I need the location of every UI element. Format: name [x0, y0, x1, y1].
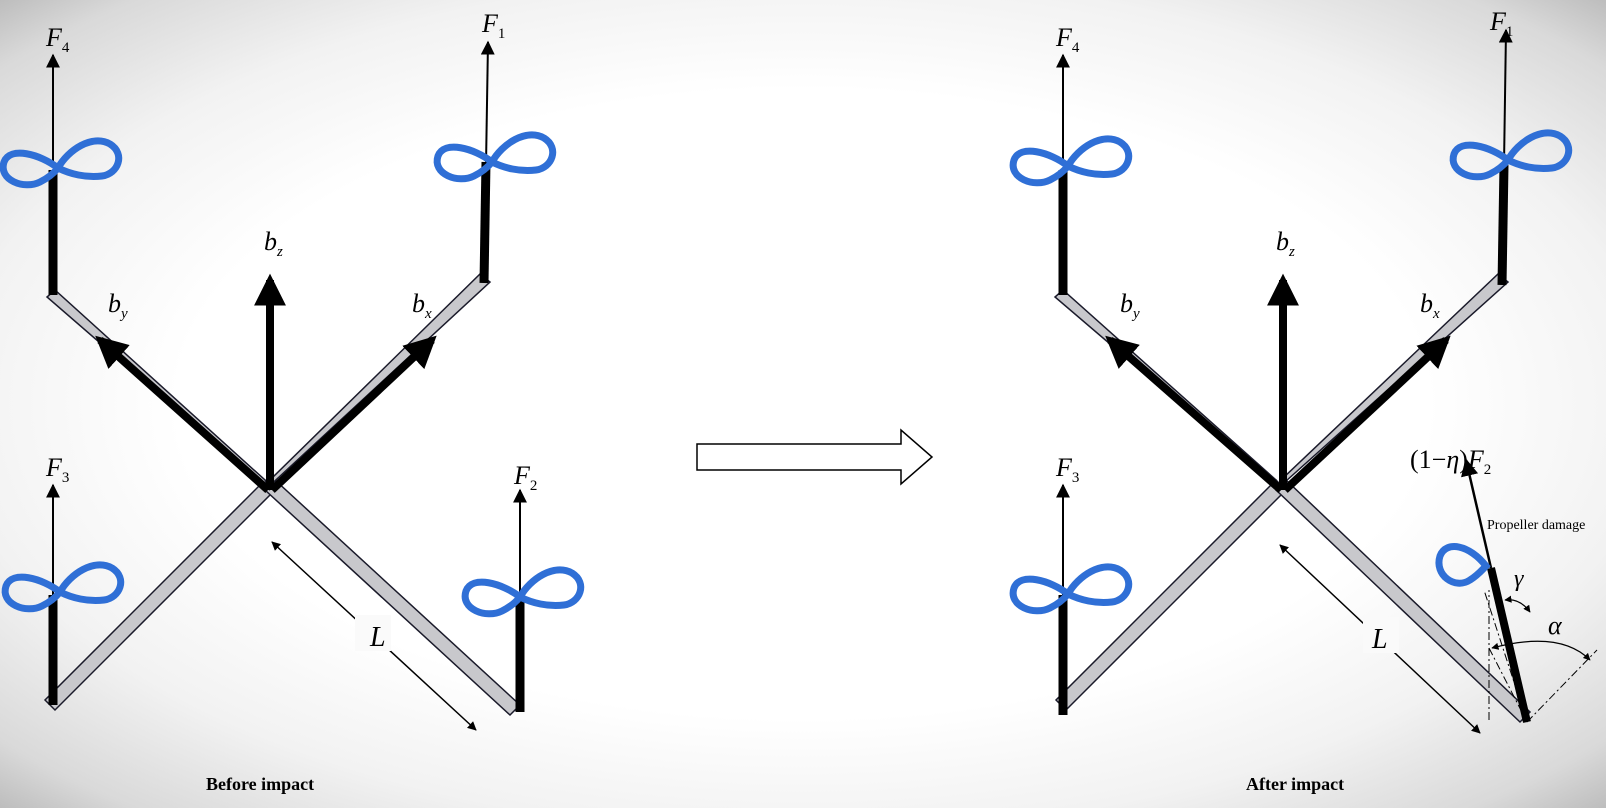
label-bz-after: bz: [1276, 227, 1295, 260]
propeller-4-after: [1009, 135, 1133, 187]
propeller-1: [433, 131, 557, 183]
arm-rear-right-after: [1274, 478, 1532, 724]
propeller-blade-left: [461, 578, 524, 618]
axis-bx-arrow: [269, 335, 437, 493]
thrust-arrow-f1: [480, 40, 495, 166]
propeller-blade-right: [56, 561, 125, 604]
propeller-blade-left: [1449, 141, 1512, 181]
label-length-after: L: [1371, 624, 1388, 655]
propeller-blade-left: [1009, 147, 1072, 187]
propeller-3-after: [1009, 563, 1133, 615]
label-by-after: by: [1120, 289, 1140, 322]
mast-1: [479, 161, 491, 284]
propeller-blade-right: [1064, 563, 1133, 606]
label-f3: F3: [45, 453, 69, 486]
arm-rear-left: [43, 478, 277, 712]
propeller-blade-right: [1504, 129, 1573, 172]
propeller-blade-right: [516, 566, 585, 609]
axis-by-arrow: [95, 335, 271, 493]
arm-rear-right: [263, 478, 522, 717]
propeller-blade-left: [433, 143, 496, 183]
axis-bx-arrow-after: [1282, 335, 1451, 493]
label-bx-after: bx: [1420, 289, 1440, 322]
caption-after: After impact: [1246, 774, 1344, 794]
propeller-blade-left: [1, 573, 64, 613]
label-f1-after: F1: [1489, 7, 1513, 40]
propeller-4: [0, 137, 123, 189]
label-f2: F2: [513, 461, 537, 494]
label-f4-after: F4: [1055, 23, 1080, 56]
propeller-blade-left: [1009, 575, 1072, 615]
quadrotor-after: [1009, 28, 1598, 734]
arm-rear-left-after: [1054, 478, 1288, 712]
alpha-arc: [1491, 640, 1591, 661]
label-propeller-damage: Propeller damage: [1487, 518, 1585, 533]
propeller-2-damaged: [1435, 543, 1491, 587]
propeller-blade-right: [54, 137, 123, 180]
transition-arrow: [696, 428, 934, 486]
quadrotor-before: [0, 40, 585, 731]
label-f3-after: F3: [1055, 453, 1079, 486]
arm-front-right: [264, 272, 492, 491]
label-bz: bz: [264, 227, 283, 260]
propeller-2: [461, 566, 585, 618]
propeller-1-after: [1449, 129, 1573, 181]
propeller-blade-right: [1064, 135, 1133, 178]
label-f1: F1: [481, 9, 505, 42]
label-length: L: [369, 622, 386, 653]
label-bx: bx: [412, 289, 432, 322]
caption-before: Before impact: [206, 774, 314, 794]
propeller-blade-right: [488, 131, 557, 174]
thrust-arrow-damaged: [1461, 458, 1493, 569]
label-damaged-force: (1−η)F2: [1410, 445, 1491, 478]
azimuth-reference-line: [1526, 649, 1598, 723]
thrust-arrow-f1-after: [1498, 28, 1513, 166]
axis-by-arrow-after: [1105, 335, 1284, 494]
label-alpha: α: [1548, 611, 1563, 640]
propeller-blade-left: [0, 149, 62, 189]
propeller-3: [1, 561, 125, 613]
label-f4: F4: [45, 23, 70, 56]
mast-1-after: [1497, 164, 1509, 286]
projection-line: [1488, 647, 1528, 723]
label-by: by: [108, 289, 128, 322]
label-gamma: γ: [1514, 566, 1524, 592]
gamma-arc: [1504, 595, 1531, 613]
